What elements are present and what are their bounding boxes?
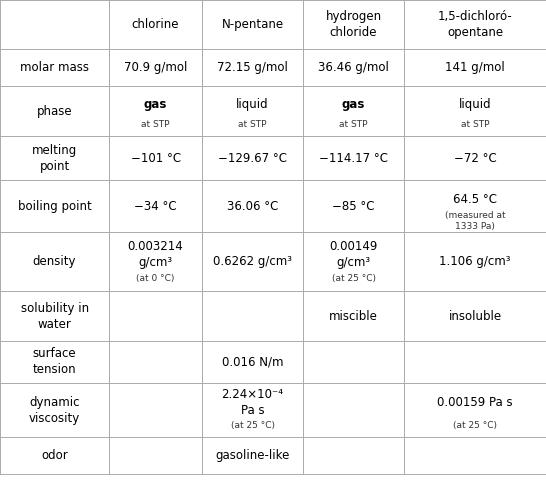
Text: liquid: liquid [459,98,491,111]
Text: (at 25 °C): (at 25 °C) [230,421,275,430]
Text: insoluble: insoluble [448,310,502,323]
Text: hydrogen
chloride: hydrogen chloride [325,10,382,39]
Text: gas: gas [342,98,365,111]
Text: −85 °C: −85 °C [333,200,375,213]
Text: −101 °C: −101 °C [130,152,181,165]
Text: 1,5-dichloró-
opentane: 1,5-dichloró- opentane [438,10,512,39]
Text: surface
tension: surface tension [33,347,76,376]
Text: melting
point: melting point [32,144,77,172]
Text: 1.106 g/cm³: 1.106 g/cm³ [440,255,511,268]
Text: 0.6262 g/cm³: 0.6262 g/cm³ [213,255,292,268]
Text: 141 g/mol: 141 g/mol [445,61,505,75]
Text: gasoline-like: gasoline-like [215,449,290,462]
Text: miscible: miscible [329,310,378,323]
Text: 72.15 g/mol: 72.15 g/mol [217,61,288,75]
Text: 0.00159 Pa s: 0.00159 Pa s [437,397,513,410]
Text: at STP: at STP [461,121,489,129]
Text: chlorine: chlorine [132,18,179,31]
Text: 64.5 °C: 64.5 °C [453,193,497,206]
Text: 36.46 g/mol: 36.46 g/mol [318,61,389,75]
Text: (at 25 °C): (at 25 °C) [331,274,376,283]
Text: odor: odor [41,449,68,462]
Text: 70.9 g/mol: 70.9 g/mol [124,61,187,75]
Text: at STP: at STP [141,121,170,129]
Text: boiling point: boiling point [17,200,92,213]
Text: 0.003214
g/cm³: 0.003214 g/cm³ [128,240,183,269]
Text: dynamic
viscosity: dynamic viscosity [29,396,80,424]
Text: 0.00149
g/cm³: 0.00149 g/cm³ [329,240,378,269]
Text: (at 0 °C): (at 0 °C) [136,274,175,283]
Text: liquid: liquid [236,98,269,111]
Text: (measured at
1333 Pa): (measured at 1333 Pa) [444,211,506,231]
Text: phase: phase [37,105,73,118]
Text: (at 25 °C): (at 25 °C) [453,421,497,430]
Text: −114.17 °C: −114.17 °C [319,152,388,165]
Text: 0.016 N/m: 0.016 N/m [222,355,283,369]
Text: density: density [33,255,76,268]
Text: −72 °C: −72 °C [454,152,496,165]
Text: 36.06 °C: 36.06 °C [227,200,278,213]
Text: −34 °C: −34 °C [134,200,177,213]
Text: solubility in
water: solubility in water [21,302,88,330]
Text: −129.67 °C: −129.67 °C [218,152,287,165]
Text: 2.24×10⁻⁴
Pa s: 2.24×10⁻⁴ Pa s [222,388,283,417]
Text: molar mass: molar mass [20,61,89,75]
Text: gas: gas [144,98,167,111]
Text: at STP: at STP [238,121,267,129]
Text: N-pentane: N-pentane [222,18,283,31]
Text: at STP: at STP [339,121,368,129]
